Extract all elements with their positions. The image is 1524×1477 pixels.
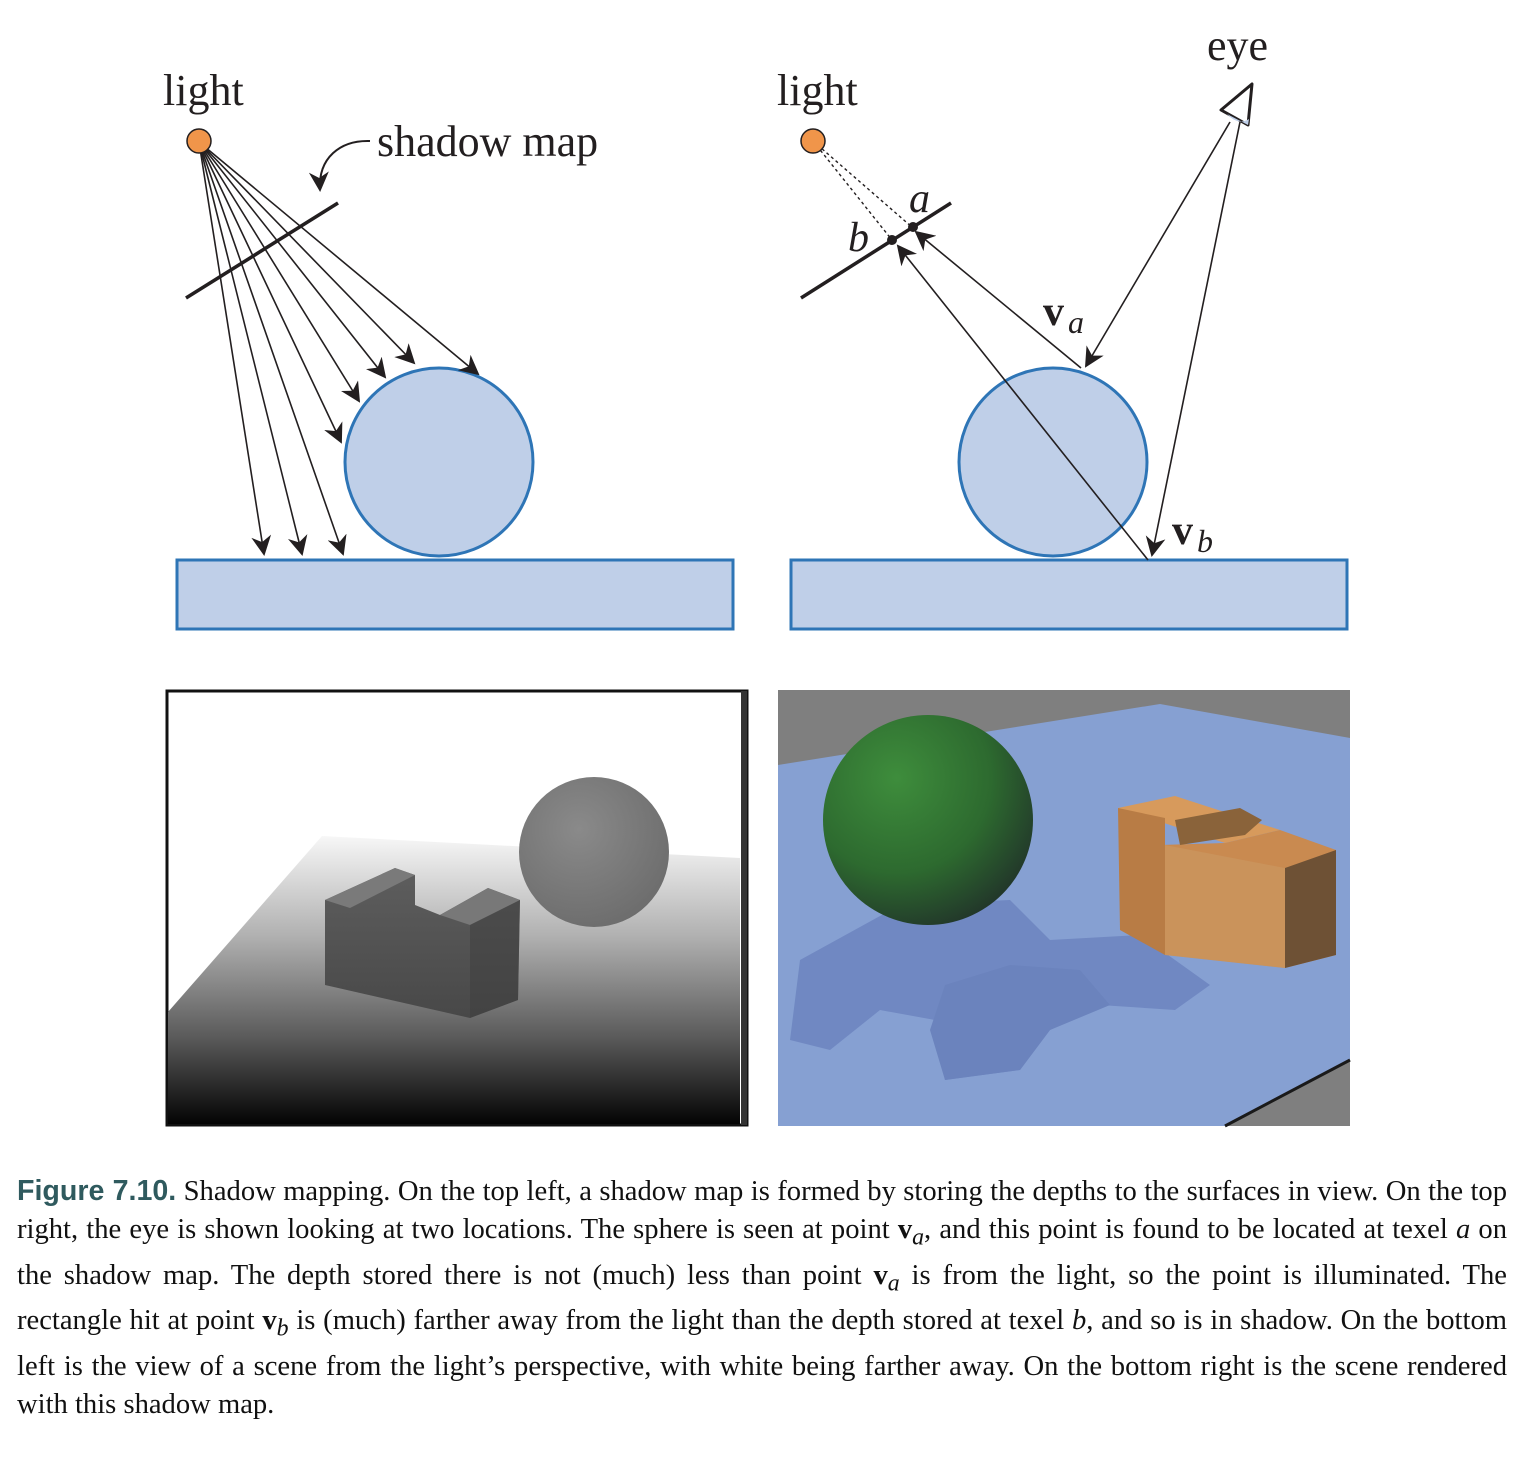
light-source [186, 128, 212, 154]
figure-label: Figure 7.10. [17, 1175, 177, 1207]
caption-text: is (much) farther away from the light th… [288, 1305, 1072, 1337]
light-label: light [163, 66, 244, 115]
eye-icon [1219, 82, 1254, 127]
caption-text: , and so is in shadow. On the bottom lef… [17, 1305, 1507, 1421]
shadow-map-plane [185, 201, 339, 300]
shadow-map-label: shadow map [377, 117, 598, 166]
caption-text: is from the light, so the point is illum… [17, 1259, 1507, 1337]
depth-sphere [519, 777, 669, 927]
depth-map-image [165, 689, 749, 1127]
texel-a-label: a [909, 176, 930, 222]
caption-text: Shadow mapping. On the top left, a shado… [17, 1176, 1507, 1245]
caption-text: on the shadow map. The depth stored ther… [17, 1214, 1507, 1291]
caption-va-sub: a [887, 1270, 900, 1297]
caption-va: v [897, 1214, 913, 1245]
figure-7-10: light shadow map light eye [163, 21, 1351, 1128]
caption-vb: v [262, 1305, 277, 1337]
caption-va-sub: a [912, 1224, 925, 1251]
shadow-map-diagram: light shadow map [163, 66, 735, 631]
light-projection-lines [812, 140, 914, 241]
light-label: light [777, 66, 858, 115]
eye-rays [1084, 121, 1241, 557]
caption-text: , and this point is found to be located … [924, 1214, 1456, 1245]
eye-label: eye [1207, 21, 1268, 70]
green-sphere [823, 715, 1033, 925]
texel-b-label: b [848, 215, 869, 261]
shadow-map-plane [800, 201, 952, 300]
ground-rectangle [175, 558, 735, 631]
shadow-map-pointer [308, 139, 371, 192]
sphere [957, 366, 1149, 558]
figure-caption: Figure 7.10. Shadow mapping. On the top … [17, 1172, 1507, 1424]
caption-vb-sub: b [276, 1316, 289, 1343]
rendered-scene-image [778, 690, 1351, 1128]
texel-rays [896, 230, 1149, 561]
sphere [343, 366, 535, 558]
light-source [800, 128, 826, 154]
ground-rectangle [789, 558, 1349, 631]
caption-texel-b: b [1071, 1305, 1087, 1337]
orange-box [1118, 796, 1336, 968]
depth-box [325, 868, 520, 1018]
caption-va: v [873, 1259, 888, 1291]
caption-texel-a: a [1455, 1214, 1471, 1245]
texel-b-dot [887, 235, 897, 245]
light-rays [198, 141, 480, 556]
texel-a-dot [908, 222, 918, 232]
